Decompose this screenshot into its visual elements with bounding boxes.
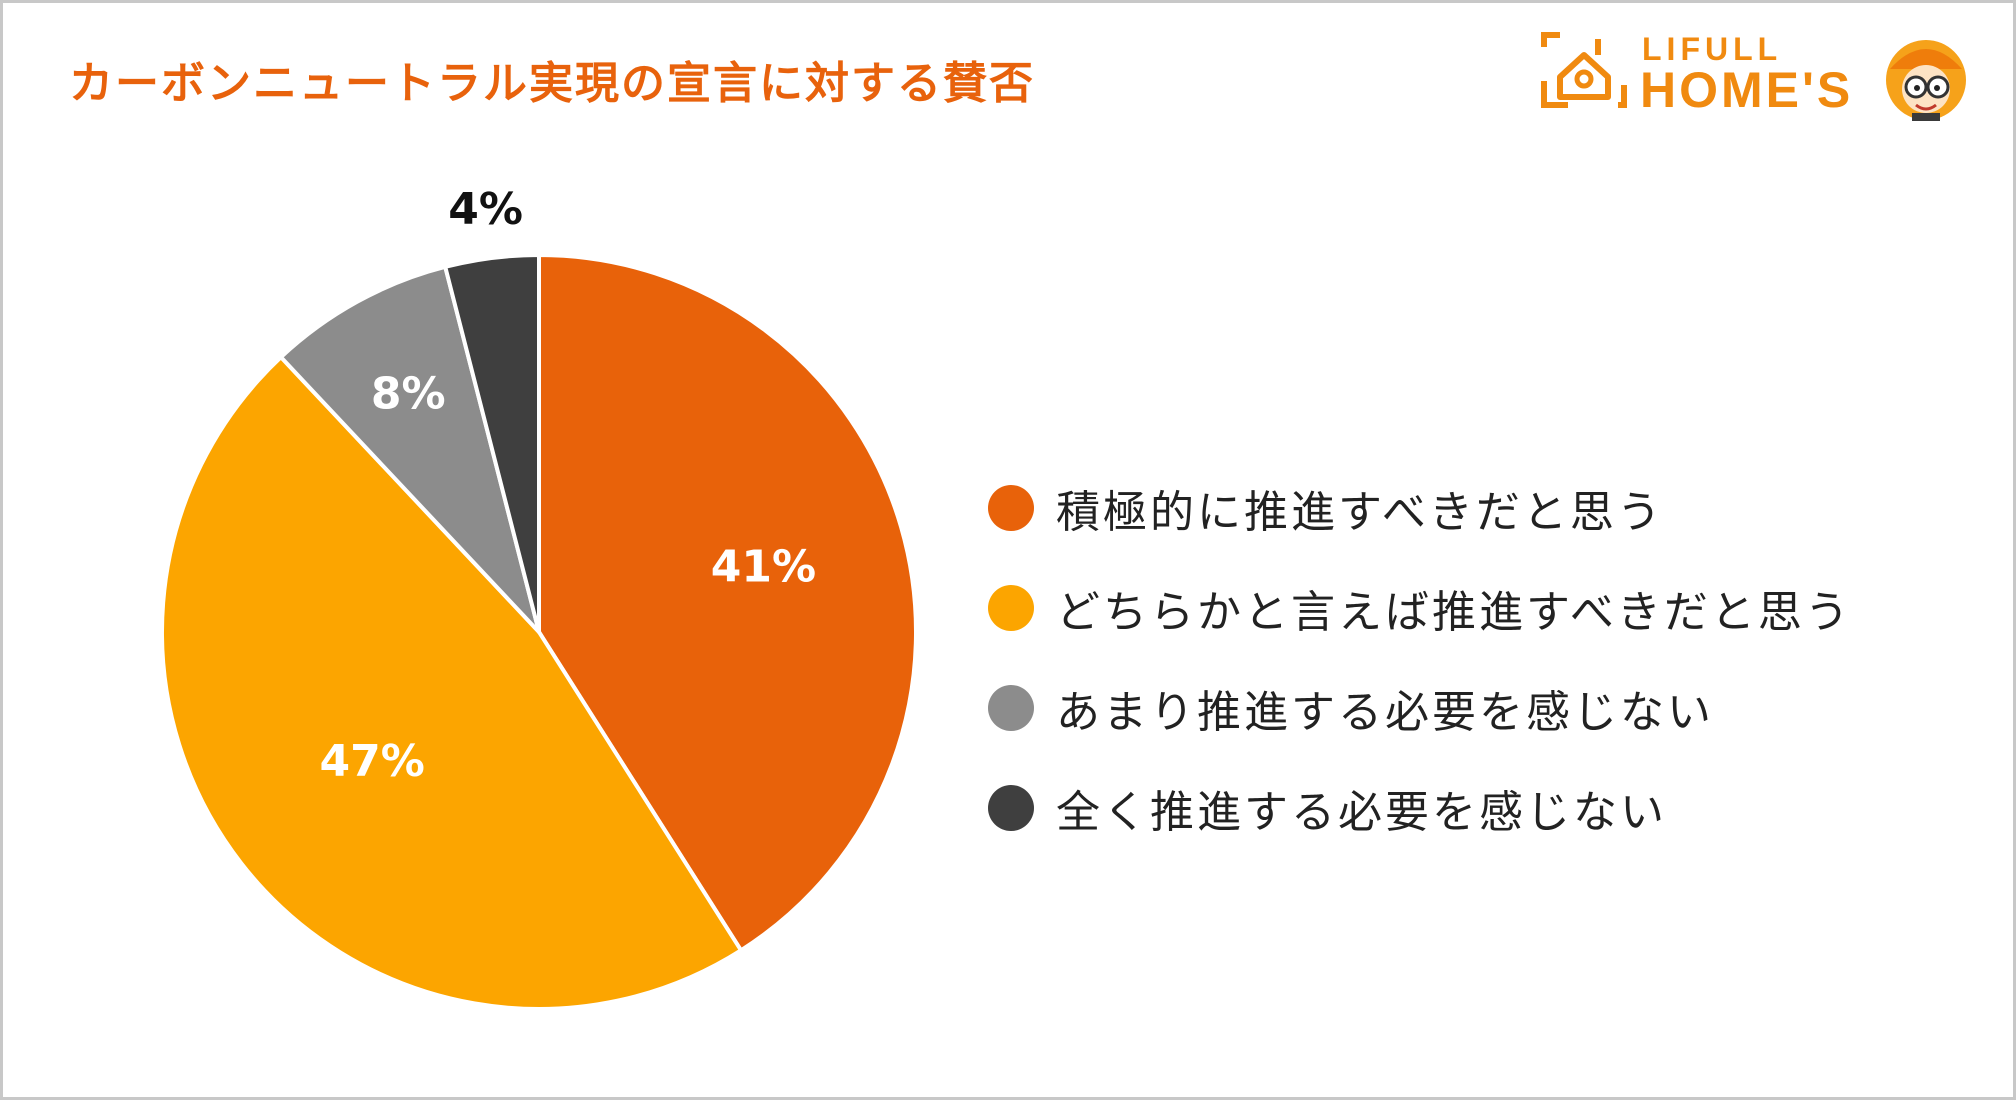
chart-title: カーボンニュートラル実現の宣言に対する賛否 — [69, 58, 1035, 109]
legend-swatch — [988, 585, 1034, 631]
logo-text-homes: HOME'S — [1640, 62, 1854, 118]
legend-label: どちらかと言えば推進すべきだと思う — [1056, 587, 1852, 638]
lifull-homes-logo: LIFULL HOME'S — [1538, 25, 1998, 125]
mascot-icon — [1886, 40, 1966, 121]
legend-item: 積極的に推進すべきだと思う — [988, 458, 1852, 558]
legend-item: どちらかと言えば推進すべきだと思う — [988, 558, 1852, 658]
legend-item: 全く推進する必要を感じない — [988, 758, 1852, 858]
legend-label: あまり推進する必要を感じない — [1056, 687, 1714, 738]
house-icon — [1541, 32, 1627, 108]
legend-swatch — [988, 785, 1034, 831]
legend-swatch — [988, 685, 1034, 731]
pie-data-label: 41% — [711, 541, 816, 592]
pie-chart: 41% 47% 8% 4% — [160, 184, 918, 1011]
logo-text-lifull: LIFULL — [1642, 31, 1783, 67]
pie-slice — [160, 355, 744, 1011]
pie-slice — [443, 253, 541, 634]
pie-slice — [278, 264, 541, 634]
pie-data-label: 4% — [448, 184, 523, 235]
pie-data-label: 47% — [320, 736, 425, 787]
legend-item: あまり推進する必要を感じない — [988, 658, 1852, 758]
legend-swatch — [988, 485, 1034, 531]
pie-data-label: 8% — [371, 369, 446, 420]
legend-label: 積極的に推進すべきだと思う — [1056, 487, 1664, 538]
legend: 積極的に推進すべきだと思う どちらかと言えば推進すべきだと思う あまり推進する必… — [988, 458, 1852, 858]
legend-label: 全く推進する必要を感じない — [1056, 787, 1667, 838]
pie-slice — [537, 253, 918, 953]
